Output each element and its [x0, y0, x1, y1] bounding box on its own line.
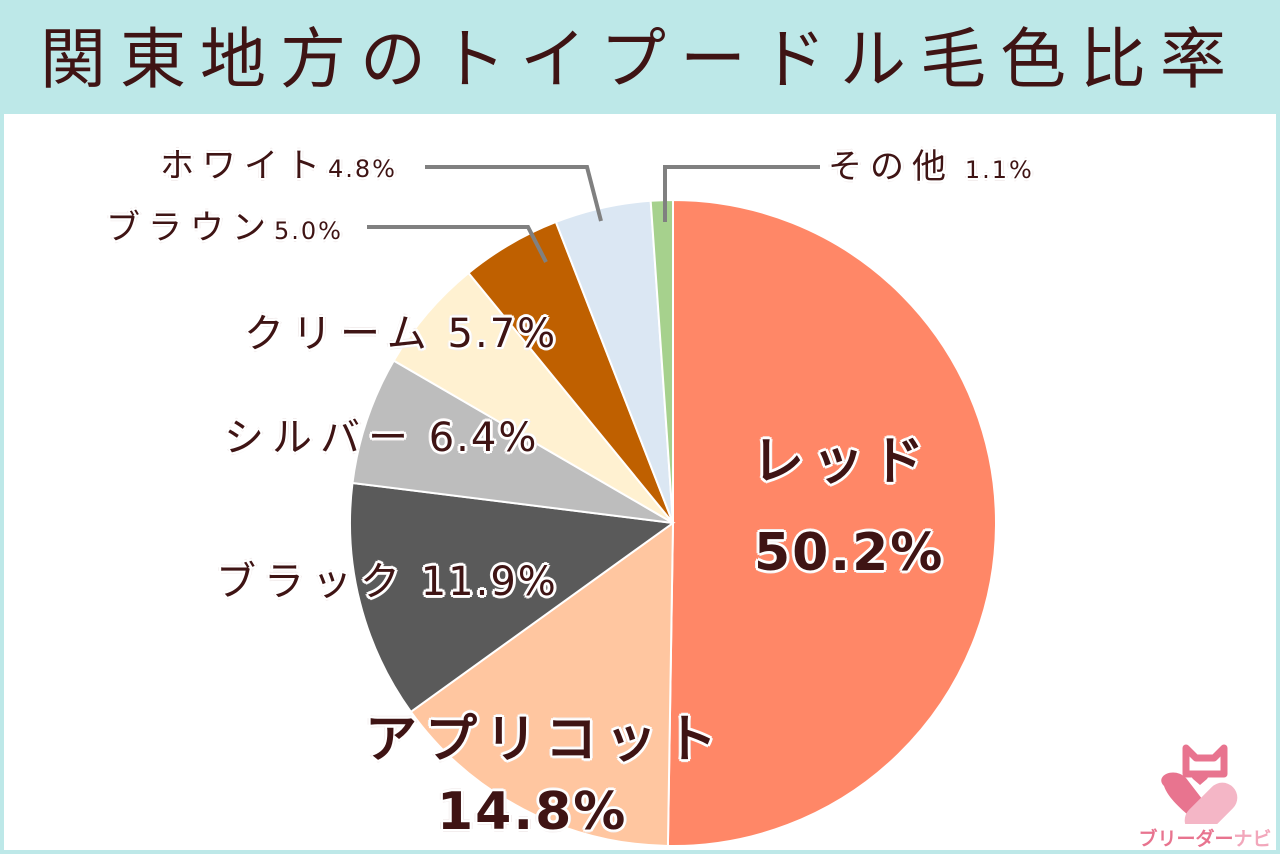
label-cream-value: 5.7% [447, 311, 558, 357]
logo-text: ブリーダーナビ [1134, 824, 1276, 851]
breeder-navi-logo: ブリーダーナビ [1134, 738, 1276, 850]
label-black-value: 11.9% [420, 559, 558, 605]
label-other-name: その他 [828, 147, 954, 187]
label-silver-value: 6.4% [428, 415, 539, 461]
label-white-name: ホワイト [160, 146, 328, 186]
pie-slices [349, 198, 997, 847]
label-silver-name: シルバー [224, 415, 416, 461]
chart-title: 関東地方のトイプードル毛色比率 [40, 21, 1240, 98]
label-brown-value: 5.0% [274, 217, 343, 245]
logo-icon [1161, 744, 1238, 836]
label-cream-name: クリーム [244, 311, 435, 357]
label-apricot-value: 14.8% [437, 782, 628, 842]
label-cream: クリーム 5.7% [244, 314, 557, 354]
label-red-name: レッド [752, 432, 933, 492]
pie-slice-3 [349, 481, 676, 714]
label-apricot-pct: 14.8% [437, 786, 627, 838]
label-other: その他 1.1% [828, 150, 1034, 184]
label-brown-name: ブラウン [106, 208, 274, 248]
logo-text-main: ブリーダー [1138, 828, 1234, 850]
label-red-value: 50.2% [754, 523, 945, 583]
pie-slice-2 [409, 521, 675, 847]
pie-slice-1 [666, 198, 997, 847]
title-bar: 関東地方のトイプードル毛色比率 [0, 0, 1280, 114]
label-apricot: アプリコット [365, 714, 725, 766]
pie-slice-8 [649, 198, 674, 524]
label-black-name: ブラック [216, 559, 408, 605]
leader-line-other [663, 165, 820, 222]
leader-lines [367, 165, 820, 263]
label-red-pct: 50.2% [754, 527, 944, 579]
logo-text-accent: ナビ [1233, 828, 1272, 850]
label-black: ブラック 11.9% [216, 562, 558, 602]
label-other-value: 1.1% [964, 156, 1034, 184]
label-silver: シルバー 6.4% [224, 418, 538, 458]
label-apricot-name: アプリコット [365, 710, 726, 770]
leader-line-brown [367, 225, 548, 263]
label-white-value: 4.8% [328, 155, 397, 183]
pie-slice-4 [351, 359, 674, 524]
leader-line-white [425, 165, 603, 222]
label-white: ホワイト4.8% [160, 149, 397, 183]
label-brown: ブラウン5.0% [106, 211, 343, 245]
label-red: レッド [752, 436, 932, 488]
